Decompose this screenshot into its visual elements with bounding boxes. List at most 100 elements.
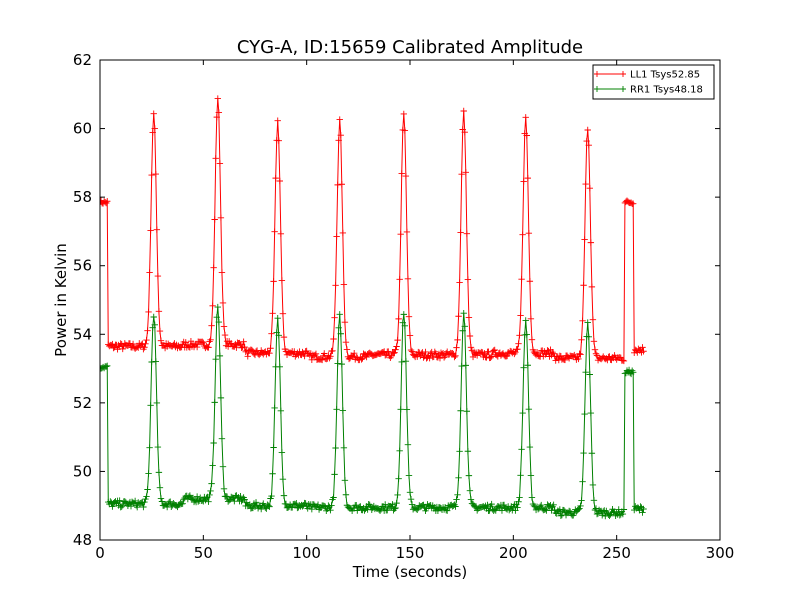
series-markers-1 <box>100 303 647 520</box>
data-point <box>279 475 287 483</box>
data-point <box>619 510 627 518</box>
data-point <box>514 504 521 511</box>
data-point <box>292 501 299 508</box>
data-point <box>268 492 275 500</box>
data-point <box>587 239 595 246</box>
data-point <box>494 353 502 360</box>
data-point <box>219 299 227 307</box>
data-point <box>561 356 569 364</box>
data-point <box>630 200 637 207</box>
data-point <box>582 180 589 188</box>
data-point <box>401 322 409 330</box>
data-point <box>268 330 275 337</box>
data-point <box>522 114 529 121</box>
data-point <box>393 499 400 507</box>
data-point <box>452 352 459 360</box>
data-point <box>237 492 244 500</box>
data-point <box>327 353 334 360</box>
data-point <box>525 230 533 237</box>
data-point <box>452 503 459 510</box>
y-tick-label: 52 <box>73 394 92 412</box>
legend-marker <box>620 71 626 77</box>
data-point <box>492 507 499 514</box>
data-point <box>390 350 397 357</box>
data-point <box>394 336 401 344</box>
data-point <box>550 350 557 357</box>
data-point <box>203 494 210 502</box>
data-point <box>241 343 248 351</box>
data-point <box>217 394 225 402</box>
data-point <box>151 321 158 328</box>
data-point <box>200 339 207 346</box>
data-point <box>140 503 147 511</box>
data-point <box>351 349 358 357</box>
data-point <box>277 230 285 238</box>
data-point <box>193 343 201 351</box>
data-point <box>527 472 535 479</box>
data-point <box>217 214 225 221</box>
data-point <box>456 279 463 286</box>
data-point <box>338 181 345 188</box>
data-point <box>515 340 522 347</box>
data-point <box>342 491 350 498</box>
data-point <box>147 227 154 234</box>
data-point <box>462 362 469 369</box>
data-point <box>193 493 201 500</box>
legend-label: LL1 Tsys52.85 <box>630 70 700 81</box>
data-point <box>520 364 527 371</box>
data-point <box>299 348 306 356</box>
data-point <box>274 315 281 322</box>
y-axis-label: Power in Kelvin <box>52 243 70 357</box>
data-point <box>426 354 433 362</box>
data-point <box>333 233 340 240</box>
data-point <box>329 347 336 355</box>
data-point <box>556 506 564 513</box>
data-point <box>640 505 647 513</box>
data-point <box>127 502 135 510</box>
data-point <box>383 351 390 359</box>
x-axis-label: Time (seconds) <box>352 563 468 581</box>
data-point <box>363 353 370 361</box>
data-point <box>585 142 592 149</box>
data-point <box>456 448 463 455</box>
data-point <box>400 110 407 118</box>
data-point <box>205 344 212 351</box>
data-point <box>619 357 627 364</box>
data-point <box>206 491 213 499</box>
data-point <box>397 406 404 413</box>
data-point <box>119 345 126 353</box>
data-point <box>588 283 596 291</box>
data-point <box>155 308 163 315</box>
legend: LL1 Tsys52.85 RR1 Tsys48.18 <box>592 64 715 100</box>
data-point <box>334 360 341 367</box>
data-point <box>405 472 413 479</box>
data-point <box>577 502 584 510</box>
data-point <box>552 357 559 364</box>
data-point <box>581 236 588 243</box>
x-tick-label: 150 <box>396 544 425 562</box>
data-point <box>312 350 320 358</box>
data-point <box>460 309 467 317</box>
data-point <box>566 508 574 515</box>
data-point <box>408 501 416 508</box>
data-point <box>129 340 137 348</box>
y-tick-label: 48 <box>73 531 92 549</box>
data-point <box>155 469 163 476</box>
data-point <box>145 470 152 477</box>
data-point <box>213 314 220 321</box>
data-point <box>131 497 139 505</box>
data-point <box>441 352 449 360</box>
data-point <box>280 333 288 341</box>
data-point <box>331 471 338 478</box>
data-point <box>461 323 468 330</box>
data-point <box>616 512 623 519</box>
data-point <box>269 310 276 317</box>
data-point <box>154 443 162 451</box>
data-point <box>522 317 529 324</box>
data-point <box>225 497 233 504</box>
data-point <box>152 170 159 178</box>
data-point <box>525 406 533 413</box>
data-point <box>104 198 111 205</box>
data-point <box>454 336 461 344</box>
data-point <box>214 95 221 102</box>
